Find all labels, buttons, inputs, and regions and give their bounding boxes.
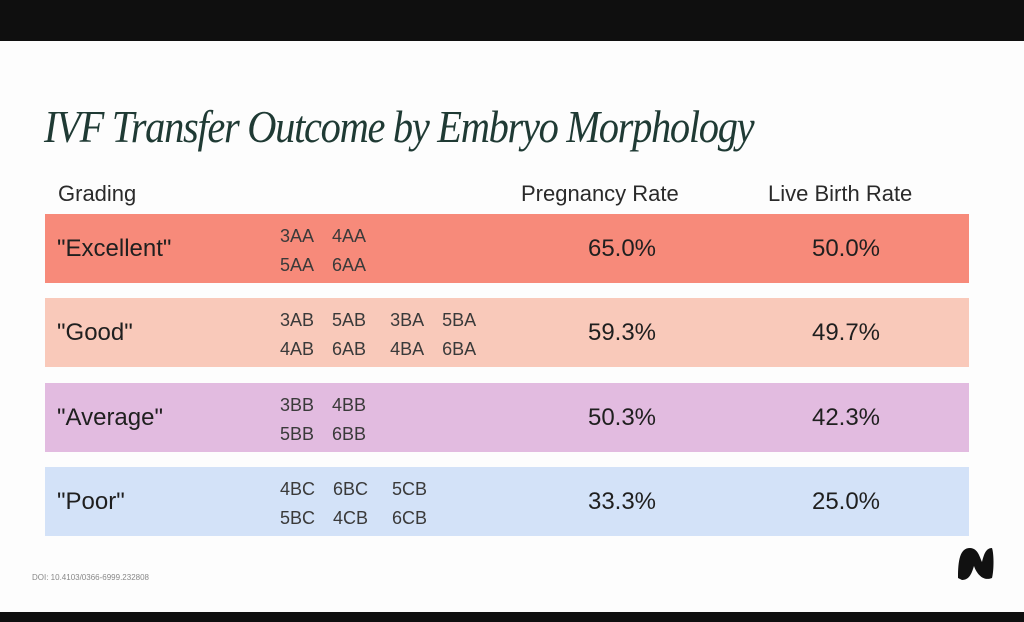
grade-codes: 3AA 4AA 5AA 6AA bbox=[280, 222, 384, 280]
pregnancy-rate-value: 33.3% bbox=[587, 488, 657, 515]
table-row: "Good" 3AB 5AB 3BA 5BA 4AB 6AB 4BA 6BA 59.3% 49.7% bbox=[45, 298, 969, 367]
pregnancy-rate-value: 65.0% bbox=[587, 235, 657, 262]
pregnancy-rate-value: 50.3% bbox=[587, 404, 657, 431]
live-birth-rate-value: 49.7% bbox=[811, 319, 881, 346]
grade-code: 3AB bbox=[280, 310, 315, 330]
grade-code: 3BB bbox=[280, 395, 315, 415]
grade-line: 3AA 4AA bbox=[280, 222, 384, 251]
grade-code: 4CB bbox=[333, 508, 369, 528]
grading-label: "Good" bbox=[57, 319, 133, 346]
table-row: "Excellent" 3AA 4AA 5AA 6AA 65.0% 50.0% bbox=[45, 214, 969, 283]
grade-codes: 3BB 4BB 5BB 6BB bbox=[280, 391, 384, 449]
grading-label: "Poor" bbox=[57, 488, 125, 515]
grade-line: 3BB 4BB bbox=[280, 391, 384, 420]
pregnancy-rate-value: 59.3% bbox=[587, 319, 657, 346]
grade-line: 4BC 6BC 5CB bbox=[280, 475, 445, 504]
brand-logo-icon bbox=[958, 548, 994, 580]
grade-code: 6BA bbox=[442, 339, 477, 359]
grade-code: 6AA bbox=[332, 255, 367, 275]
grading-label: "Excellent" bbox=[57, 235, 172, 262]
live-birth-rate-value: 25.0% bbox=[811, 488, 881, 515]
doi-citation: DOI: 10.4103/0366-6999.232808 bbox=[32, 573, 149, 582]
grade-code: 5AB bbox=[332, 310, 367, 330]
table-row: "Poor" 4BC 6BC 5CB 5BC 4CB 6CB 33.3% 25.0% bbox=[45, 467, 969, 536]
slide-title: IVF Transfer Outcome by Embryo Morpholog… bbox=[44, 101, 755, 152]
live-birth-rate-value: 50.0% bbox=[811, 235, 881, 262]
grade-code: 6BB bbox=[332, 424, 367, 444]
grade-codes: 3AB 5AB 3BA 5BA 4AB 6AB 4BA 6BA bbox=[280, 306, 494, 364]
grade-line: 5BB 6BB bbox=[280, 420, 384, 449]
header-grading: Grading bbox=[58, 181, 137, 206]
header-live-birth-rate: Live Birth Rate bbox=[768, 181, 913, 206]
grade-line: 5BC 4CB 6CB bbox=[280, 504, 445, 533]
live-birth-rate-value: 42.3% bbox=[811, 404, 881, 431]
grade-code: 3AA bbox=[280, 226, 315, 246]
grade-code: 5BA bbox=[442, 310, 477, 330]
grade-code: 4BA bbox=[390, 339, 425, 359]
grade-code: 4BC bbox=[280, 479, 316, 499]
grade-line: 5AA 6AA bbox=[280, 251, 384, 280]
grade-code: 4BB bbox=[332, 395, 367, 415]
grade-code: 4AB bbox=[280, 339, 315, 359]
grade-code: 6AB bbox=[332, 339, 367, 359]
grade-code: 3BA bbox=[390, 310, 425, 330]
grade-code: 4AA bbox=[332, 226, 367, 246]
grade-code: 6CB bbox=[392, 508, 428, 528]
table-row: "Average" 3BB 4BB 5BB 6BB 50.3% 42.3% bbox=[45, 383, 969, 452]
grading-label: "Average" bbox=[57, 404, 163, 431]
grade-line: 4AB 6AB 4BA 6BA bbox=[280, 335, 494, 364]
grade-code: 5BC bbox=[280, 508, 316, 528]
grade-code: 5CB bbox=[392, 479, 428, 499]
grade-code: 6BC bbox=[333, 479, 369, 499]
header-pregnancy-rate: Pregnancy Rate bbox=[521, 181, 679, 206]
grade-line: 3AB 5AB 3BA 5BA bbox=[280, 306, 494, 335]
grade-codes: 4BC 6BC 5CB 5BC 4CB 6CB bbox=[280, 475, 445, 533]
grade-code: 5BB bbox=[280, 424, 315, 444]
grade-code: 5AA bbox=[280, 255, 315, 275]
